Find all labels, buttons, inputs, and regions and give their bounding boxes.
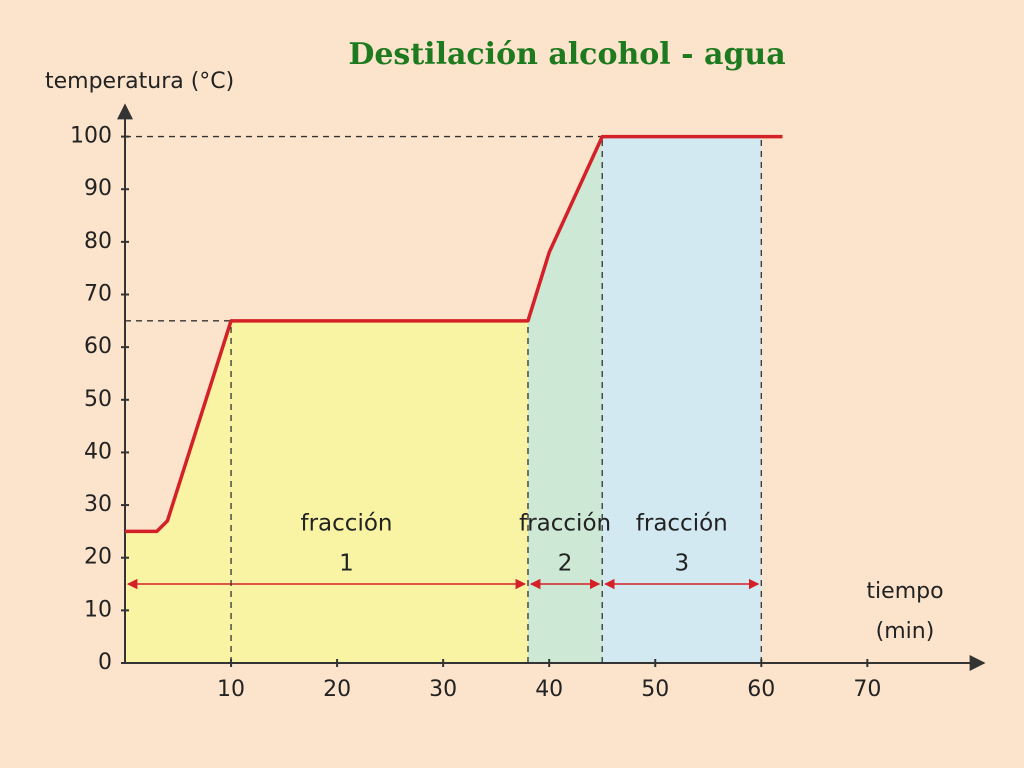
y-tick-label: 70: [84, 282, 112, 307]
region: [602, 136, 762, 663]
region: [125, 320, 528, 663]
x-tick-label: 20: [323, 677, 351, 702]
y-tick-label: 30: [84, 492, 112, 517]
x-axis-label: tiempo: [866, 579, 943, 604]
region-label: fracción: [519, 511, 611, 537]
y-tick-label: 100: [70, 124, 112, 149]
y-axis-label: temperatura (°C): [45, 69, 234, 94]
region-label: 1: [339, 551, 354, 577]
x-tick-label: 40: [535, 677, 563, 702]
x-tick-label: 70: [853, 677, 881, 702]
x-tick-label: 60: [747, 677, 775, 702]
x-tick-label: 50: [641, 677, 669, 702]
y-tick-label: 40: [84, 439, 112, 464]
region-label: fracción: [636, 511, 728, 537]
chart-title: Destilación alcohol - agua: [348, 37, 785, 72]
line: [125, 134, 783, 534]
region-label: 2: [558, 551, 573, 577]
y-tick-label: 60: [84, 334, 112, 359]
region-label: 3: [674, 551, 689, 577]
y-tick-label: 10: [84, 597, 112, 622]
y-tick-label: 90: [84, 176, 112, 201]
region: [527, 136, 603, 663]
x-tick-label: 10: [217, 677, 245, 702]
region-label: fracción: [301, 511, 393, 537]
y-tick-label: 0: [98, 650, 112, 675]
y-tick-label: 20: [84, 545, 112, 570]
x-axis-label: (min): [876, 619, 935, 644]
y-tick-label: 50: [84, 387, 112, 412]
y-tick-label: 80: [84, 229, 112, 254]
x-tick-label: 30: [429, 677, 457, 702]
